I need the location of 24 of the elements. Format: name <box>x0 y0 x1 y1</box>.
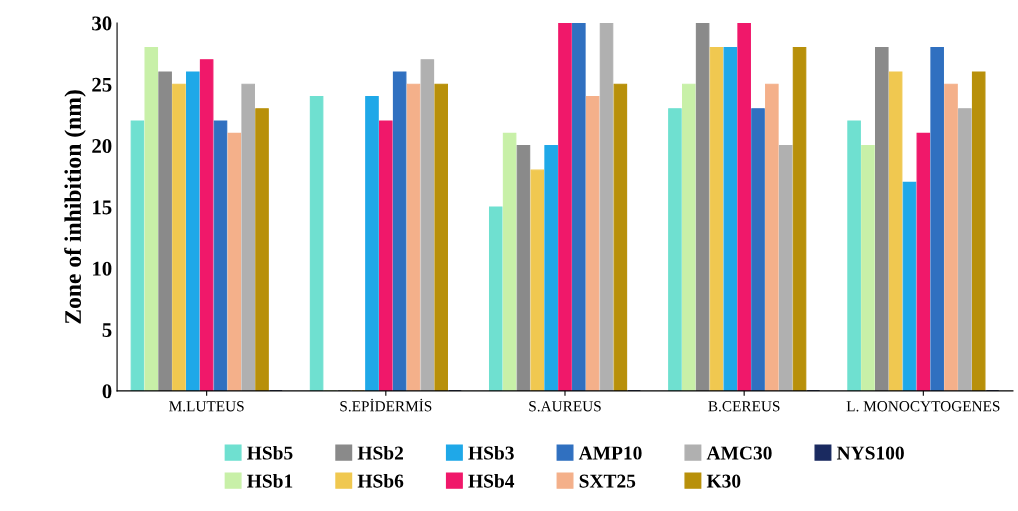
y-tick-label: 20 <box>92 139 112 154</box>
legend-label: HSb5 <box>247 445 293 460</box>
x-tick-label: B.CEREUS <box>708 401 780 412</box>
y-tick-label: 10 <box>93 261 112 276</box>
legend-label: AMP10 <box>578 446 642 460</box>
x-tick-label: L. MONOCYTOGENES <box>846 401 1000 412</box>
legend-label: K30 <box>706 474 741 488</box>
x-tick-label: M.LUTEUS <box>169 401 244 412</box>
y-axis-title: Zone of inhibition (nm) <box>64 90 86 324</box>
x-tick-label: S.AUREUS <box>529 401 601 412</box>
x-tick-label: S.EPİDERMİS <box>340 398 432 412</box>
legend-label: AMC30 <box>706 446 772 460</box>
y-tick-label: 15 <box>93 200 112 215</box>
y-tick-label: 0 <box>102 384 112 399</box>
legend-label: HSb2 <box>357 445 404 460</box>
legend-label: HSb6 <box>357 473 404 488</box>
y-tick-label: 25 <box>92 77 112 92</box>
legend-label: HSb3 <box>468 445 514 460</box>
legend-label: HSb4 <box>468 473 515 488</box>
legend-label: HSb1 <box>247 473 293 488</box>
legend-label: SXT25 <box>579 474 636 488</box>
legend-label: NYS100 <box>836 446 904 460</box>
y-tick-label: 5 <box>102 323 112 338</box>
y-tick-label: 30 <box>92 16 112 31</box>
